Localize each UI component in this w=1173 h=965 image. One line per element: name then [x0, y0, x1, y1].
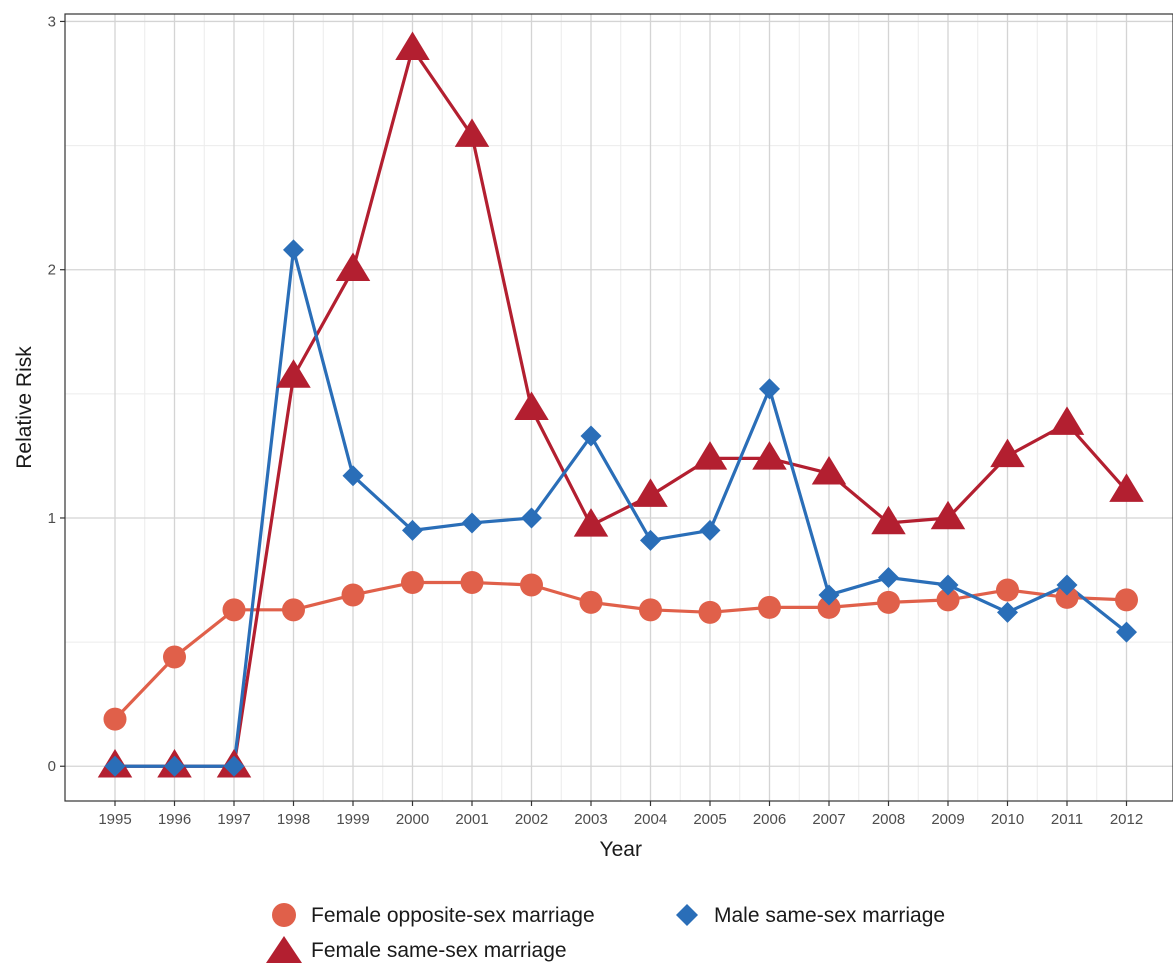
data-point [104, 755, 126, 777]
series-line-triangle [115, 47, 1128, 768]
y-tick-label: 2 [48, 262, 56, 279]
data-point [936, 588, 960, 612]
x-tick-label: 2003 [574, 811, 607, 828]
data-point [871, 505, 906, 535]
data-point [699, 519, 721, 541]
x-tick-label: 1995 [98, 811, 131, 828]
x-tick-label: 2010 [991, 811, 1024, 828]
data-point [1109, 473, 1144, 502]
x-axis-title: Year [600, 838, 642, 861]
data-point [401, 571, 424, 595]
plot-border [64, 13, 1173, 802]
data-point [1116, 621, 1137, 643]
y-axis: 0 1 2 3 [48, 13, 65, 775]
x-tick-label: 2002 [515, 811, 548, 828]
data-point [520, 573, 543, 597]
data-point [878, 567, 899, 589]
data-point [341, 583, 365, 607]
x-axis: 1995 1996 1997 1998 1999 2000 2001 2002 2003 2004… [98, 801, 1143, 828]
x-tick-label: 2000 [396, 811, 429, 828]
x-tick-label: 2007 [812, 811, 845, 828]
data-point [1055, 585, 1079, 609]
series-markers [97, 31, 1144, 778]
legend: Female opposite-sex marriage Male same-s… [266, 903, 945, 963]
data-point [997, 601, 1018, 623]
data-point [276, 359, 311, 388]
data-point [937, 574, 959, 596]
x-tick-label: 2009 [931, 811, 964, 828]
data-point [461, 512, 483, 534]
data-point [759, 378, 780, 400]
series-markers-triangle [97, 31, 1144, 778]
series-line-diamond [115, 248, 1128, 768]
y-tick-label: 1 [48, 510, 56, 527]
data-point [163, 645, 186, 669]
x-tick-label: 1996 [158, 811, 191, 828]
data-point [282, 598, 305, 622]
data-point [752, 441, 787, 470]
data-point [698, 600, 722, 624]
data-point [580, 425, 602, 447]
data-point [579, 590, 603, 614]
legend-item-female-same-sex: Female same-sex marriage [266, 936, 567, 963]
data-point [521, 507, 542, 529]
data-point [818, 584, 840, 606]
series-markers-diamond [104, 239, 1137, 777]
data-point [460, 571, 484, 595]
data-point [222, 598, 246, 622]
legend-item-male-same-sex: Male same-sex marriage [676, 904, 945, 927]
data-point [342, 465, 364, 487]
x-tick-label: 1997 [217, 811, 250, 828]
x-tick-label: 1998 [277, 811, 310, 828]
x-tick-label: 2001 [455, 811, 488, 828]
data-point [817, 595, 841, 619]
x-tick-label: 2011 [1051, 811, 1083, 828]
data-point [573, 508, 609, 537]
x-tick-label: 2005 [693, 811, 726, 828]
data-point [103, 707, 127, 731]
x-tick-label: 2012 [1110, 811, 1143, 828]
data-point [930, 500, 966, 530]
data-point [633, 478, 668, 507]
legend-label: Male same-sex marriage [714, 904, 945, 927]
data-point [877, 590, 900, 614]
data-point [758, 595, 781, 619]
data-point [1056, 574, 1078, 596]
data-point [395, 31, 430, 61]
x-tick-label: 2006 [753, 811, 786, 828]
data-point [454, 118, 490, 147]
data-point [640, 529, 661, 551]
y-tick-label: 3 [48, 13, 56, 30]
data-point [514, 391, 549, 420]
legend-diamond-marker [676, 904, 698, 926]
series-markers-circle [103, 571, 1138, 731]
legend-triangle-marker [266, 936, 302, 963]
data-point [402, 519, 423, 541]
data-point [996, 578, 1019, 602]
legend-circle-marker [272, 903, 296, 927]
data-point [164, 755, 185, 777]
data-point [811, 456, 847, 485]
y-tick-label: 0 [48, 758, 56, 775]
legend-label: Female same-sex marriage [311, 939, 567, 962]
data-point [639, 598, 662, 622]
grid [65, 14, 1173, 801]
data-point [223, 755, 245, 777]
data-point [990, 438, 1025, 468]
legend-label: Female opposite-sex marriage [311, 904, 595, 927]
x-tick-label: 2008 [872, 811, 905, 828]
data-point [1049, 406, 1085, 435]
plot-area [64, 13, 1173, 802]
x-tick-label: 1999 [336, 811, 369, 828]
data-point [335, 252, 371, 281]
legend-item-female-opposite-sex: Female opposite-sex marriage [272, 903, 595, 927]
data-point [283, 239, 304, 261]
y-axis-title: Relative Risk [13, 346, 36, 469]
x-tick-label: 2004 [634, 811, 667, 828]
data-point [1115, 588, 1138, 612]
data-point [692, 441, 728, 470]
